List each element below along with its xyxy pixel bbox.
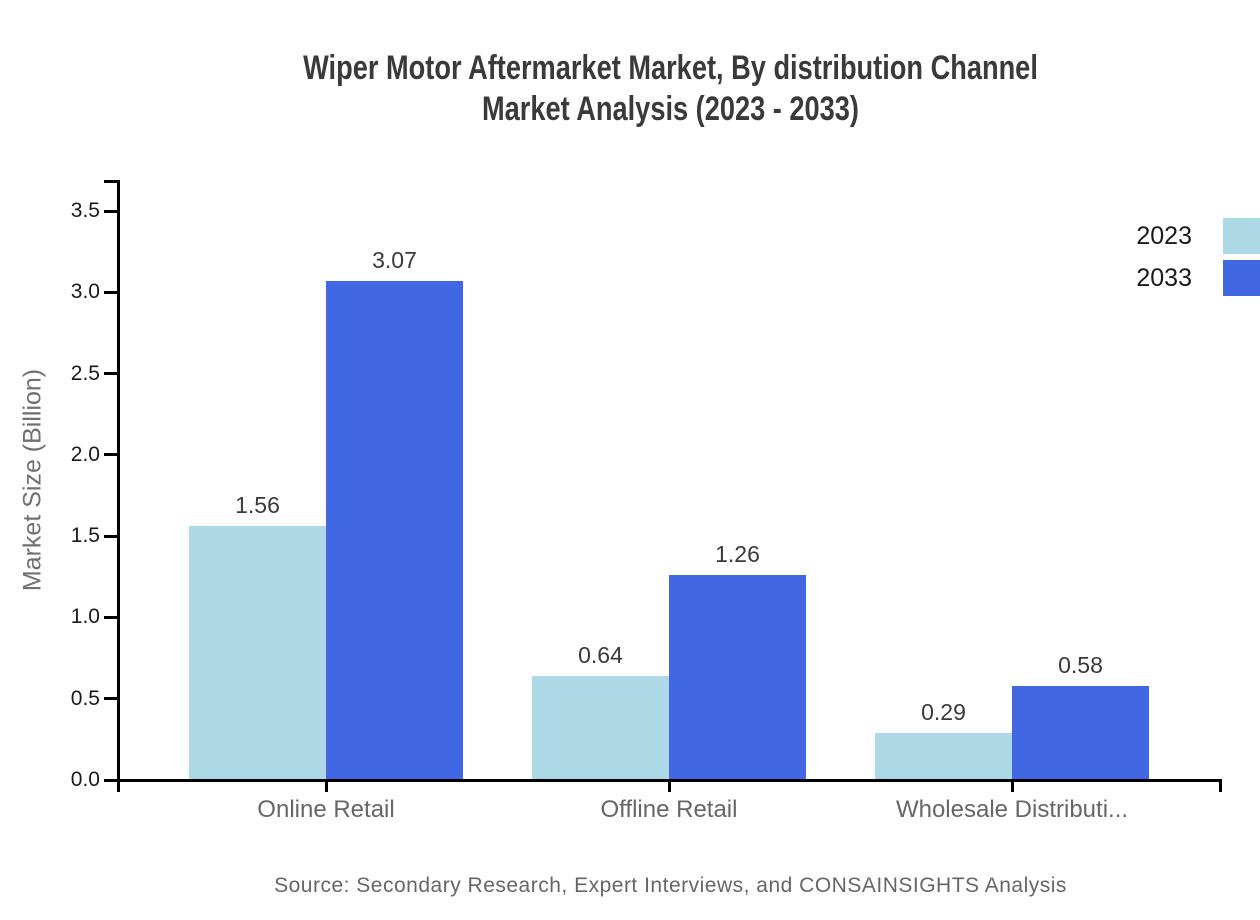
y-tick-label: 1.5 <box>70 524 100 548</box>
x-tick <box>1010 781 1014 792</box>
legend-label-2033: 2033 <box>1136 264 1192 292</box>
x-category-label: Online Retail <box>257 796 395 823</box>
y-tick <box>104 372 118 376</box>
bar-2023-online-retail <box>189 526 326 780</box>
y-tick-label: 0.5 <box>70 686 100 710</box>
value-label-2023-wholesale-distributi: 0.29 <box>921 698 966 725</box>
value-label-2023-online-retail: 1.56 <box>235 492 280 519</box>
legend-swatch-2033 <box>1223 260 1260 296</box>
x-category-label: Offline Retail <box>600 796 738 823</box>
source-note: Source: Secondary Research, Expert Inter… <box>274 874 1067 897</box>
chart-title: Wiper Motor Aftermarket Market, By distr… <box>119 48 1222 130</box>
y-tick-label: 3.0 <box>70 280 100 304</box>
y-tick <box>104 453 118 457</box>
y-tick <box>104 697 118 701</box>
value-label-2033-offline-retail: 1.26 <box>715 541 760 568</box>
y-tick-label: 3.5 <box>70 199 100 222</box>
y-tick <box>104 534 118 538</box>
bar-2023-wholesale-distributi <box>875 732 1012 780</box>
y-tick-label: 2.0 <box>70 442 100 466</box>
x-category-label: Wholesale Distributi... <box>895 796 1129 823</box>
bar-2023-offline-retail <box>532 675 669 780</box>
x-axis-end-tick <box>1219 781 1222 792</box>
value-label-2033-online-retail: 3.07 <box>372 246 417 273</box>
x-tick <box>324 781 328 792</box>
bar-2033-offline-retail <box>669 575 806 780</box>
bar-2033-wholesale-distributi <box>1012 685 1149 780</box>
chart-title-line2: Market Analysis (2023 - 2033) <box>482 90 859 128</box>
y-tick <box>104 615 118 619</box>
chart-title-line1: Wiper Motor Aftermarket Market, By distr… <box>303 49 1038 87</box>
y-tick-label: 0.0 <box>70 768 100 791</box>
value-label-2023-offline-retail: 0.64 <box>578 641 623 668</box>
y-tick <box>104 778 118 782</box>
y-tick <box>104 290 118 294</box>
legend: 2023 2033 <box>1136 218 1260 302</box>
legend-label-2023: 2023 <box>1136 222 1192 250</box>
legend-item-2033: 2033 <box>1136 260 1260 296</box>
y-tick-label: 2.5 <box>70 361 100 385</box>
y-tick <box>104 209 118 213</box>
value-label-2033-wholesale-distributi: 0.58 <box>1058 651 1103 678</box>
x-tick <box>667 781 671 792</box>
y-axis-line <box>117 180 120 792</box>
y-axis-top-cap <box>104 180 118 183</box>
x-axis-line <box>117 779 1222 782</box>
y-tick-label: 1.0 <box>70 605 100 629</box>
legend-item-2023: 2023 <box>1136 218 1260 254</box>
legend-swatch-2023 <box>1223 218 1260 254</box>
bar-2033-online-retail <box>326 280 463 780</box>
y-axis-title: Market Size (Billion) <box>18 368 47 592</box>
